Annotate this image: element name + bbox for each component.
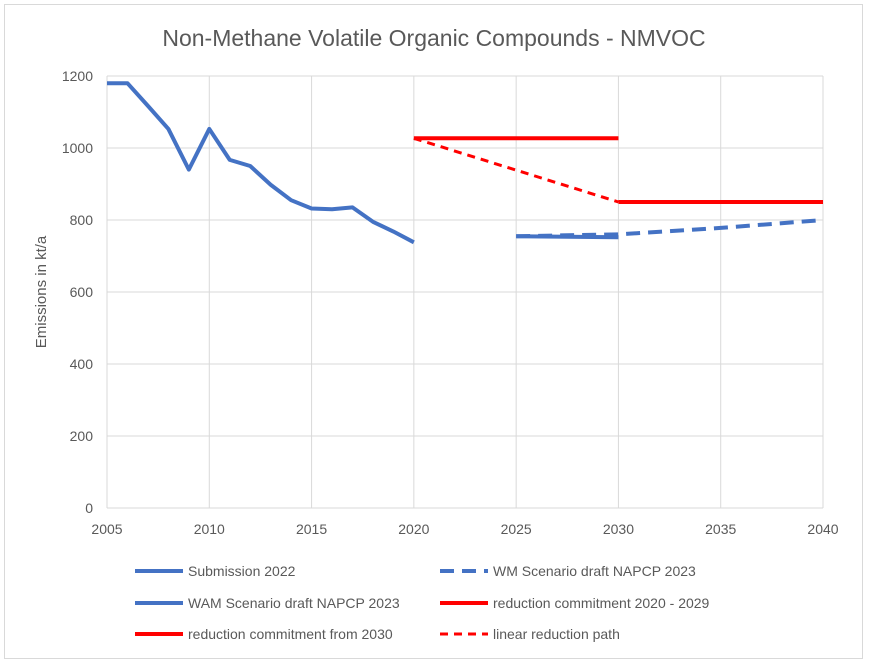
series-line-5 bbox=[413, 136, 619, 204]
y-tick-label: 200 bbox=[70, 428, 94, 444]
legend-label: reduction commitment 2020 - 2029 bbox=[493, 595, 710, 611]
y-tick-label: 1000 bbox=[62, 140, 93, 156]
x-tick-label: 2015 bbox=[296, 521, 327, 537]
x-tick-label: 2010 bbox=[194, 521, 225, 537]
x-tick-label: 2005 bbox=[91, 521, 122, 537]
legend-label: reduction commitment from 2030 bbox=[188, 626, 393, 642]
x-tick-label: 2025 bbox=[501, 521, 532, 537]
legend-label: WAM Scenario draft NAPCP 2023 bbox=[188, 595, 400, 611]
y-axis-label: Emissions in kt/a bbox=[33, 235, 50, 348]
x-tick-label: 2020 bbox=[398, 521, 429, 537]
series-line-2 bbox=[516, 234, 619, 240]
legend-label: WM Scenario draft NAPCP 2023 bbox=[493, 563, 696, 579]
series-line-1 bbox=[516, 218, 824, 239]
chart-title: Non-Methane Volatile Organic Compounds -… bbox=[162, 25, 705, 51]
y-tick-label: 0 bbox=[85, 500, 93, 516]
x-tick-label: 2030 bbox=[603, 521, 634, 537]
x-tick-label: 2035 bbox=[705, 521, 736, 537]
legend-label: linear reduction path bbox=[493, 626, 620, 642]
chart-border bbox=[4, 4, 863, 659]
y-tick-label: 1200 bbox=[62, 68, 93, 84]
y-tick-label: 600 bbox=[70, 284, 94, 300]
series-line-0 bbox=[107, 81, 415, 245]
x-tick-label: 2040 bbox=[807, 521, 838, 537]
y-tick-label: 400 bbox=[70, 356, 94, 372]
y-tick-label: 800 bbox=[70, 212, 94, 228]
legend-label: Submission 2022 bbox=[188, 563, 296, 579]
